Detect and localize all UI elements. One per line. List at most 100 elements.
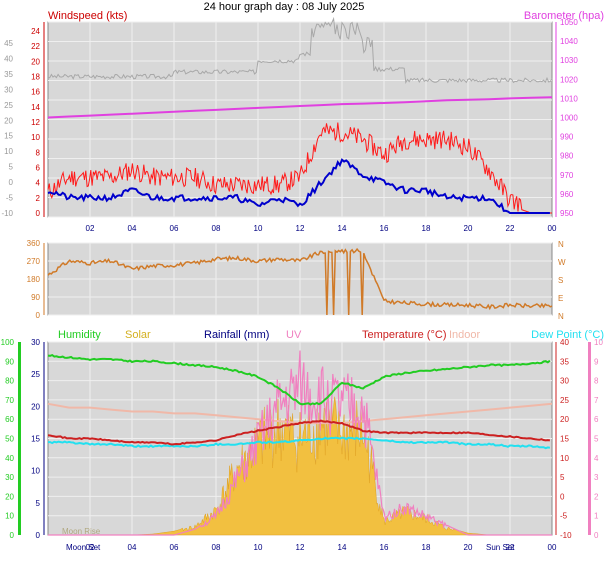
rain-tick-label: 5 [36, 499, 41, 508]
barometer-tick-label: 1050 [560, 18, 578, 27]
barometer-tick-label: 970 [560, 171, 574, 180]
panel3-series [47, 350, 553, 536]
x-tick-label: 00 [548, 543, 557, 552]
series-barometer-grey [47, 16, 553, 84]
rainfall-label: Rainfall (mm) [204, 329, 269, 341]
uv-tick-label: 9 [594, 357, 599, 366]
compass-label: N [558, 312, 564, 321]
x-tick-label: 12 [296, 224, 305, 233]
uv-axis-bar [588, 342, 591, 535]
temperature-ticks: 40 35 30 25 20 15 10 5 0 -5 -10 [560, 338, 572, 540]
outer-tick-label: -10 [1, 209, 13, 218]
x-tick-label: 02 [86, 224, 95, 233]
barometer-tick-label: 1010 [560, 94, 578, 103]
barometer-tick-label: 950 [560, 209, 574, 218]
x-tick-label: 20 [464, 224, 473, 233]
windspeed-tick-label: 10 [31, 133, 40, 142]
series-windspeed [47, 122, 552, 214]
dewpoint-label: Dew Point (°C) [531, 329, 604, 341]
x-tick-label: 18 [422, 224, 431, 233]
humidity-tick-label: 70 [5, 396, 14, 405]
temperature-tick-label: 15 [560, 435, 569, 444]
temperature-tick-label: 25 [560, 396, 569, 405]
x-tick-label: 06 [170, 224, 179, 233]
sun-set-label: Sun Set [486, 543, 515, 552]
barometer-tick-label: 980 [560, 152, 574, 161]
rain-ticks: 30 25 20 15 10 5 0 [31, 338, 40, 540]
humidity-tick-label: 100 [1, 338, 15, 347]
panel2-series [47, 247, 553, 316]
rain-tick-label: 0 [36, 531, 41, 540]
direction-tick-label: 0 [36, 311, 41, 320]
windspeed-tick-label: 14 [31, 103, 40, 112]
uv-tick-label: 5 [594, 435, 599, 444]
series-humidity [47, 353, 551, 406]
barometer-tick-label: 1000 [560, 114, 578, 123]
x-tick-label: 08 [212, 543, 221, 552]
outer-tick-label: 0 [9, 178, 14, 187]
humidity-tick-label: 10 [5, 512, 14, 521]
rain-tick-label: 20 [31, 402, 40, 411]
uv-tick-label: 1 [594, 512, 599, 521]
windspeed-tick-label: 12 [31, 118, 40, 127]
windspeed-axis-label: Windspeed (kts) [48, 10, 127, 22]
x-tick-label: 10 [254, 543, 263, 552]
rain-tick-label: 30 [31, 338, 40, 347]
x-tick-label: 14 [338, 224, 347, 233]
windspeed-tick-label: 22 [31, 42, 40, 51]
indoor-label: Indoor [449, 329, 481, 341]
barometer-axis-label: Barometer (hpa) [524, 10, 604, 22]
x-tick-label: 22 [506, 224, 515, 233]
temperature-tick-label: 0 [560, 492, 565, 501]
outer-tick-label: -5 [6, 194, 14, 203]
x-tick-label: 04 [128, 224, 137, 233]
humidity-tick-label: 40 [5, 454, 14, 463]
humidity-tick-label: 0 [10, 531, 15, 540]
outer-tick-label: 25 [4, 101, 13, 110]
outer-tick-label: 20 [4, 116, 13, 125]
x-tick-label: 02 [86, 543, 95, 552]
panel1-right-ticks: 1050 1040 1030 1020 1010 1000 990 980 970 960 950 [560, 18, 578, 218]
rain-tick-label: 15 [31, 435, 40, 444]
panel1-x-ticks: 02 04 06 08 10 12 14 16 18 20 22 00 [86, 224, 557, 233]
outer-tick-label: 40 [4, 54, 13, 63]
compass-label: N [558, 240, 564, 249]
compass-label: W [558, 258, 566, 267]
barometer-tick-label: 1020 [560, 75, 578, 84]
barometer-tick-label: 1040 [560, 37, 578, 46]
uv-tick-label: 10 [594, 338, 603, 347]
windspeed-tick-label: 20 [31, 57, 40, 66]
outer-tick-label: 30 [4, 85, 13, 94]
x-tick-label: 06 [170, 543, 179, 552]
x-tick-label: 08 [212, 224, 221, 233]
temperature-tick-label: 10 [560, 454, 569, 463]
uv-tick-label: 0 [594, 531, 599, 540]
uv-tick-label: 3 [594, 473, 599, 482]
x-tick-label: 16 [380, 224, 389, 233]
windspeed-tick-label: 0 [36, 209, 41, 218]
outer-tick-label: 15 [4, 132, 13, 141]
uv-tick-label: 4 [594, 454, 599, 463]
x-tick-label: 00 [548, 224, 557, 233]
panel2-ticks: 360 270 180 90 0 [27, 239, 41, 320]
temperature-tick-label: -5 [560, 512, 568, 521]
x-tick-label: 22 [506, 543, 515, 552]
panel1-series [47, 16, 553, 214]
rain-tick-label: 25 [31, 370, 40, 379]
temperature-tick-label: 5 [560, 473, 565, 482]
humidity-tick-label: 90 [5, 357, 14, 366]
direction-tick-label: 180 [27, 275, 41, 284]
temperature-tick-label: 30 [560, 377, 569, 386]
humidity-tick-label: 80 [5, 377, 14, 386]
x-tick-label: 14 [338, 543, 347, 552]
humidity-tick-label: 30 [5, 473, 14, 482]
x-tick-label: 16 [380, 543, 389, 552]
panel-temp-hum: Humidity Solar Rainfall (mm) UV Temperat… [1, 329, 604, 552]
windspeed-tick-label: 16 [31, 88, 40, 97]
x-tick-label: 04 [128, 543, 137, 552]
